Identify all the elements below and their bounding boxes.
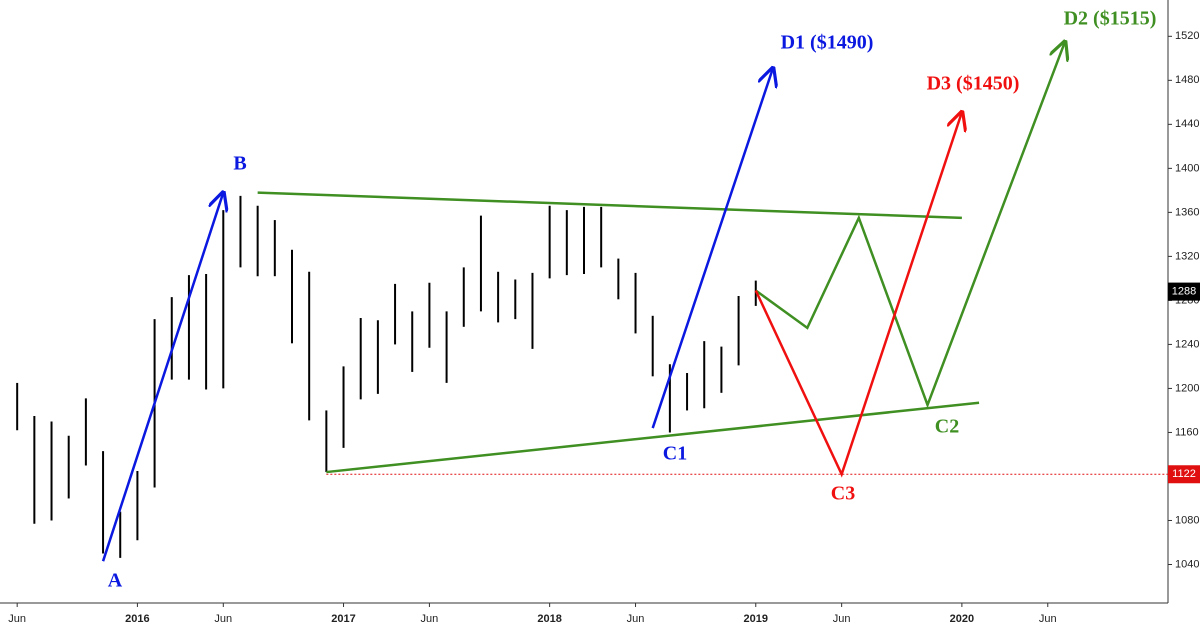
x-tick-label: Jun: [421, 613, 439, 625]
price-label-box: [1168, 282, 1200, 301]
x-tick-label: Jun: [627, 613, 645, 625]
y-tick-label: 1440: [1175, 118, 1199, 130]
annotation-label: D1 ($1490): [781, 32, 874, 54]
price-label: 1288: [1172, 286, 1196, 298]
annotation-line: [101, 193, 223, 562]
x-tick-label: 2019: [744, 613, 768, 625]
x-tick-label: Jun: [833, 613, 851, 625]
y-tick-label: 1480: [1175, 74, 1199, 86]
price-label-box: [1168, 465, 1200, 484]
annotation-line: [754, 112, 962, 478]
y-tick-label: 1040: [1175, 558, 1199, 570]
annotation-label: D2 ($1515): [1064, 8, 1157, 30]
annotation-line: [257, 191, 962, 220]
y-tick-label: 1240: [1175, 338, 1199, 350]
y-tick-label: 1360: [1175, 206, 1199, 218]
annotation-label: C2: [935, 416, 959, 438]
x-tick-label: 2018: [537, 613, 561, 625]
x-tick-label: Jun: [1039, 613, 1057, 625]
annotation-label: D3 ($1450): [927, 73, 1020, 95]
annotation-line: [326, 401, 980, 474]
y-tick-label: 1160: [1175, 426, 1199, 438]
y-tick-label: 1320: [1175, 250, 1199, 262]
annotation-label: A: [108, 570, 123, 592]
annotation-line: [651, 68, 773, 429]
y-tick-label: 1200: [1175, 382, 1199, 394]
y-tick-label: 1520: [1175, 30, 1199, 42]
x-tick-label: 2017: [331, 613, 355, 625]
y-tick-label: 1080: [1175, 514, 1199, 526]
annotation-label: B: [233, 153, 246, 175]
annotation-line: [755, 42, 1065, 409]
annotation-label: C3: [831, 483, 855, 505]
x-tick-label: 2020: [950, 613, 974, 625]
x-tick-label: 2016: [125, 613, 149, 625]
x-tick-label: Jun: [8, 613, 26, 625]
y-tick-label: 1400: [1175, 162, 1199, 174]
x-tick-label: Jun: [214, 613, 232, 625]
price-label: 1122: [1172, 468, 1196, 480]
annotation-label: C1: [663, 443, 687, 465]
